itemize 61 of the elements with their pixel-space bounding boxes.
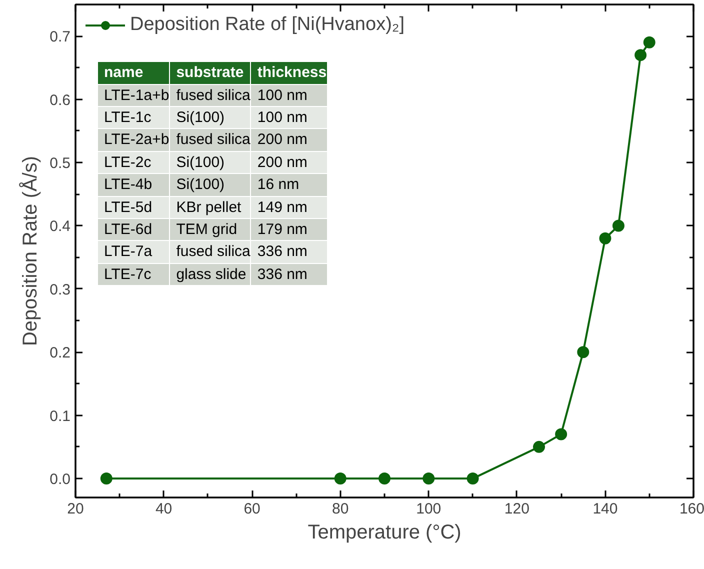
y-tick-label: 0.4: [50, 218, 71, 236]
point: [334, 472, 346, 485]
annotation: 336 nm: [250, 240, 327, 264]
y-axis-title: Deposition Rate (Å/s): [18, 156, 42, 346]
annotation: LTE-4b: [98, 174, 170, 196]
annotation: 336 nm: [250, 263, 327, 286]
annotation: LTE-1c: [98, 106, 170, 129]
annotation: thickness: [250, 62, 327, 84]
annotation: fused silica: [170, 128, 251, 152]
x-tick-label: 100: [416, 500, 442, 518]
point: [422, 472, 435, 485]
annotation: 200 nm: [250, 128, 327, 152]
y-tick-label: 0.0: [50, 471, 71, 488]
annotation: name: [98, 62, 170, 84]
point: [599, 232, 612, 244]
annotation: substrate: [170, 62, 251, 84]
annotation: LTE-2a+b: [98, 128, 170, 152]
annotation: Si(100): [170, 151, 251, 174]
x-tick-label: 160: [679, 500, 704, 518]
annotation: fused silica: [170, 84, 251, 106]
annotation: 16 nm: [250, 174, 327, 196]
annotation: LTE-7c: [98, 263, 170, 286]
point: [577, 346, 590, 358]
point: [466, 472, 479, 485]
annotation: 100 nm: [250, 106, 327, 129]
x-tick-label: 40: [155, 500, 172, 518]
y-tick-label: 0.3: [50, 281, 71, 298]
x-tick-label: 60: [244, 500, 260, 518]
y-tick-label: 0.2: [50, 344, 71, 362]
annotation: LTE-2c: [98, 151, 170, 174]
x-tick-label: 20: [67, 500, 84, 518]
legend-label: Deposition Rate of [Ni(Hvanox)₂]: [130, 14, 405, 36]
x-tick-label: 80: [332, 500, 349, 518]
point: [555, 428, 568, 440]
annotation: LTE-6d: [98, 218, 170, 241]
annotation: 200 nm: [250, 151, 327, 174]
x-tick-label: 140: [592, 500, 618, 518]
point: [612, 220, 624, 232]
annotation: LTE-5d: [98, 196, 170, 219]
point: [643, 36, 656, 48]
annotation: LTE-7a: [98, 240, 170, 264]
y-tick-label: 0.1: [50, 408, 71, 425]
y-tick-label: 0.6: [50, 92, 71, 109]
x-tick-label: 120: [504, 500, 530, 518]
annotation: Si(100): [170, 106, 251, 129]
annotation: glass slide: [170, 263, 251, 286]
annotation: Si(100): [170, 174, 251, 196]
y-tick-label: 0.7: [50, 28, 71, 46]
annotation: LTE-1a+b: [98, 84, 170, 106]
point: [634, 49, 647, 62]
point: [533, 440, 545, 453]
annotation: 149 nm: [250, 196, 327, 219]
annotation: 100 nm: [250, 84, 327, 106]
y-tick-label: 0.5: [50, 155, 71, 172]
annotation: fused silica: [170, 240, 251, 264]
x-axis-title: Temperature (°C): [308, 522, 462, 544]
annotation: 179 nm: [250, 218, 327, 241]
point: [378, 472, 390, 485]
annotation: KBr pellet: [170, 196, 251, 219]
annotation: TEM grid: [170, 218, 251, 241]
point: [100, 472, 112, 485]
